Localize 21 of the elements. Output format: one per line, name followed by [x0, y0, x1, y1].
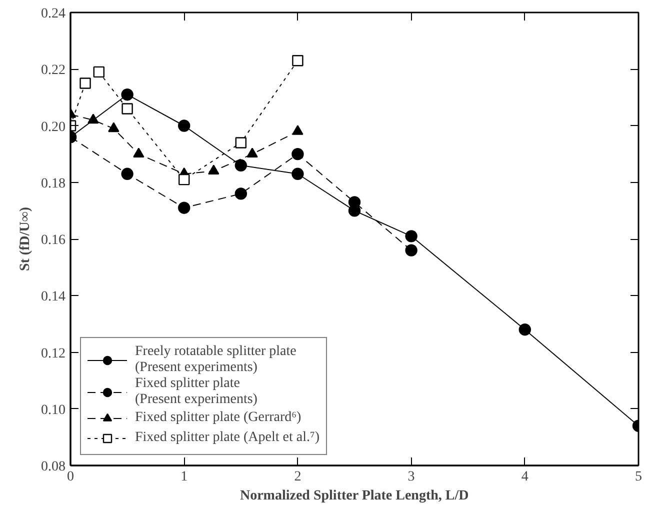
- y-tick-label: 0.16: [41, 233, 66, 248]
- x-tick-label: 1: [180, 470, 188, 484]
- x-tick-label: 3: [408, 470, 415, 484]
- x-tick-label: 0: [67, 470, 74, 484]
- x-axis-title: Normalized Splitter Plate Length, L/D: [240, 488, 469, 504]
- y-tick-label: 0.24: [41, 6, 66, 22]
- x-tick-label: 2: [294, 470, 302, 484]
- y-tick-label: 0.12: [41, 346, 66, 362]
- y-tick-label: 0.10: [41, 402, 66, 418]
- y-axis-title: St (fD/U∞): [18, 206, 33, 272]
- legend-label: Fixed splitter plate (Apelt et al.⁷): [135, 430, 320, 446]
- y-tick-label: 0.20: [41, 120, 66, 135]
- legend-label: Freely rotatable splitter plate (Present experiments): [135, 344, 296, 376]
- y-tick-label: 0.08: [41, 460, 66, 474]
- x-tick-label: 4: [521, 470, 528, 484]
- x-tick-label: 5: [635, 470, 642, 484]
- y-tick-label: 0.14: [41, 290, 66, 305]
- legend-label: Fixed splitter plate (Gerrard⁶): [135, 410, 302, 426]
- y-tick-label: 0.18: [41, 176, 66, 192]
- legend-label: Fixed splitter plate (Present experiments): [135, 376, 258, 408]
- y-tick-label: 0.22: [41, 63, 66, 78]
